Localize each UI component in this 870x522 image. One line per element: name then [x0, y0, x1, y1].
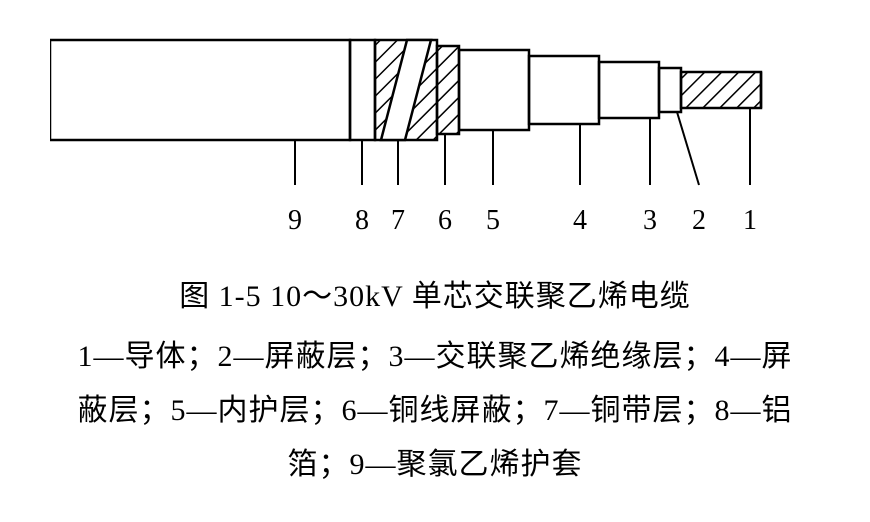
segment-label-2: 2 [692, 205, 706, 237]
legend-line-1: 1—导体；2—屏蔽层；3—交联聚乙烯绝缘层；4—屏 [0, 330, 870, 384]
figure-title: 图 1-5 10～30kV 单芯交联聚乙烯电缆 [0, 270, 870, 324]
segment-label-5: 5 [486, 205, 500, 237]
segment-label-4: 4 [573, 205, 587, 237]
segment-label-7: 7 [391, 205, 405, 237]
caption: 图 1-5 10～30kV 单芯交联聚乙烯电缆 1—导体；2—屏蔽层；3—交联聚… [0, 270, 870, 492]
cable-diagram: 987654321 [50, 30, 820, 210]
segment-label-9: 9 [288, 205, 302, 237]
segment-label-3: 3 [643, 205, 657, 237]
segment-label-6: 6 [438, 205, 452, 237]
legend-line-3: 箔；9—聚氯乙烯护套 [0, 438, 870, 492]
legend-line-2: 蔽层；5—内护层；6—铜线屏蔽；7—铜带层；8—铝 [0, 384, 870, 438]
segment-label-1: 1 [743, 205, 757, 237]
segment-label-8: 8 [355, 205, 369, 237]
cable-svg [50, 30, 820, 230]
